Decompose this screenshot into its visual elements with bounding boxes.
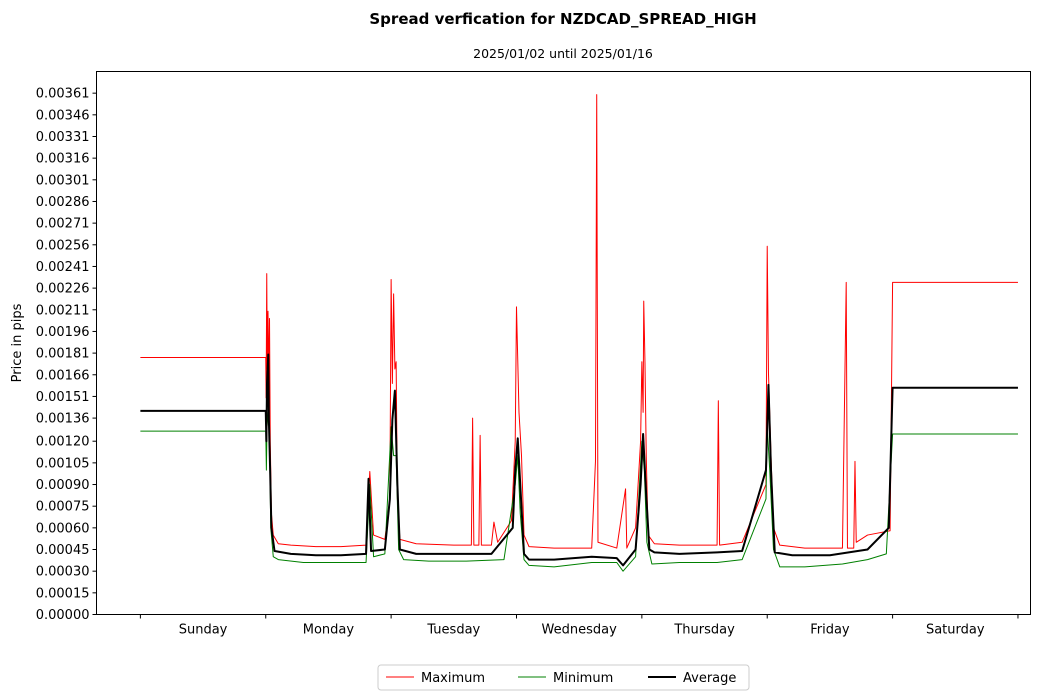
y-tick-label: 0.00181	[36, 347, 90, 362]
y-tick-label: 0.00211	[36, 303, 90, 318]
y-tick-label: 0.00271	[36, 217, 90, 232]
x-tick-label-saturday: Saturday	[926, 623, 985, 638]
series-line-minimum	[140, 411, 1018, 572]
y-tick-label: 0.00120	[36, 435, 90, 450]
legend-label-maximum: Maximum	[421, 671, 485, 686]
y-tick-label: 0.00346	[36, 108, 90, 123]
y-tick-label: 0.00301	[36, 173, 90, 188]
y-tick-label: 0.00090	[36, 478, 90, 493]
y-tick-label: 0.00000	[36, 608, 90, 623]
y-tick-label: 0.00075	[36, 500, 90, 515]
y-tick-label: 0.00196	[36, 325, 90, 340]
y-tick-label: 0.00361	[36, 87, 90, 102]
y-tick-label: 0.00166	[36, 368, 90, 383]
y-tick-label: 0.00151	[36, 390, 90, 405]
chart-title: Spread verfication for NZDCAD_SPREAD_HIG…	[369, 10, 756, 28]
y-tick-label: 0.00256	[36, 238, 90, 253]
y-tick-label: 0.00286	[36, 195, 90, 210]
y-tick-label: 0.00105	[36, 456, 90, 471]
legend-frame	[377, 664, 750, 691]
legend-label-minimum: Minimum	[553, 671, 613, 686]
x-tick-label-wednesday: Wednesday	[542, 623, 618, 638]
y-tick-label: 0.00331	[36, 130, 90, 145]
x-tick-label-tuesday: Tuesday	[426, 623, 480, 638]
y-ticks: 0.00000 0.00015 0.00030 0.00045 0.00060 0.000…	[36, 87, 97, 623]
y-tick-label: 0.00060	[36, 521, 90, 536]
series-layer	[140, 94, 1018, 572]
series-line-maximum	[140, 94, 1018, 549]
y-axis-label: Price in pips	[10, 303, 25, 382]
chart-subtitle: 2025/01/02 until 2025/01/16	[473, 46, 653, 61]
plot-area	[96, 71, 1031, 615]
x-tick-label-monday: Monday	[303, 623, 355, 638]
y-tick-label: 0.00045	[36, 543, 90, 558]
legend-label-average: Average	[683, 671, 736, 686]
y-tick-label: 0.00241	[36, 260, 90, 275]
x-tick-label-sunday: Sunday	[179, 623, 228, 638]
y-tick-label: 0.00136	[36, 412, 90, 427]
y-tick-label: 0.00015	[36, 586, 90, 601]
x-ticks: Sunday Monday Tuesday Wednesday Thursday Frid…	[139, 614, 1019, 638]
y-tick-label: 0.00316	[36, 152, 90, 167]
x-tick-label-thursday: Thursday	[673, 623, 735, 638]
plot-frame	[96, 71, 1031, 615]
y-tick-label: 0.00030	[36, 565, 90, 580]
x-tick-label-friday: Friday	[810, 623, 850, 638]
y-tick-label: 0.00226	[36, 282, 90, 297]
series-line-average	[140, 353, 1018, 567]
legend: Maximum Minimum Average	[377, 664, 750, 691]
